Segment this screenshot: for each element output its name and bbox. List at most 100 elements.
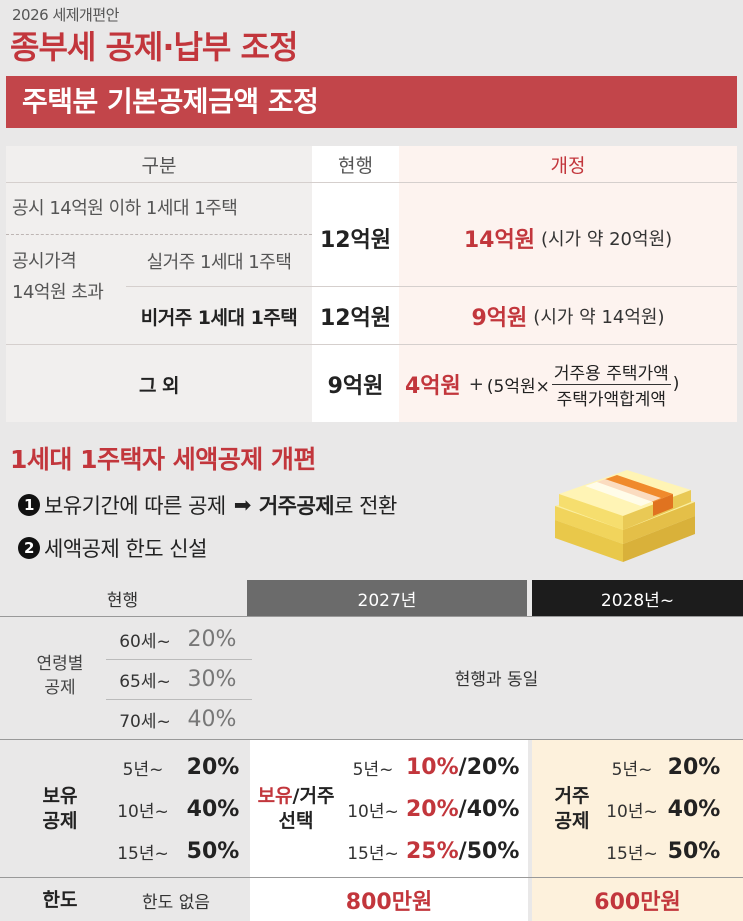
2027-row-1-rest: /20% bbox=[458, 754, 520, 780]
row1-revised: 14억원 (시가 약 20억원) bbox=[399, 190, 737, 286]
2027-row-1-red: 10% bbox=[406, 754, 459, 780]
divider bbox=[0, 877, 743, 878]
divider bbox=[126, 286, 737, 287]
2027-row-2-pct: 20%/40% bbox=[406, 790, 526, 828]
divider bbox=[106, 659, 252, 660]
limit-current: 한도 없음 bbox=[142, 892, 210, 913]
2028-row-1-pct: 20% bbox=[667, 754, 721, 780]
age-same-as-current: 현행과 동일 bbox=[454, 669, 539, 690]
fraction-numerator: 거주용 주택가액 bbox=[551, 359, 671, 385]
2027-row-3-pct: 25%/50% bbox=[406, 832, 526, 870]
limit-2028: 600만원 bbox=[594, 890, 681, 915]
formula-plus: + bbox=[468, 373, 484, 395]
section-bar-basic-deduction: 주택분 기본공제금액 조정 bbox=[6, 76, 737, 128]
2027-row-2-years: 10년~ bbox=[347, 801, 399, 822]
2028-row-2-years: 10년~ bbox=[606, 801, 658, 822]
basic-deduction-table: 구분 현행 개정 공시 14억원 이하 1세대 1주택 공시가격 14억원 초과… bbox=[6, 146, 737, 422]
age-row-1-pct: 20% bbox=[187, 626, 237, 652]
formula-prefix: (5억원× bbox=[486, 376, 550, 397]
2027-row-3-rest: /50% bbox=[458, 838, 520, 864]
2027-row-3-red: 25% bbox=[406, 838, 459, 864]
bullet-2: 2 세액공제 한도 신설 bbox=[18, 533, 207, 563]
row2a-label: 실거주 1세대 1주택 bbox=[146, 252, 292, 273]
limit-label: 한도 bbox=[42, 888, 78, 911]
row2b-current: 12억원 bbox=[319, 306, 392, 331]
row2-group-line1: 공시가격 bbox=[12, 251, 77, 273]
age-deduction-label: 연령별 공제 bbox=[20, 620, 100, 734]
row2-group-line2: 14억원 초과 bbox=[12, 282, 104, 303]
2027-label-line1: 보유/거주 bbox=[258, 784, 335, 809]
limit-2027: 800만원 bbox=[345, 890, 433, 915]
2027-label-slash: /거주 bbox=[292, 785, 335, 808]
divider bbox=[0, 739, 743, 740]
bullet1-text-c: 로 전환 bbox=[334, 494, 397, 518]
2027-row-2-red: 20% bbox=[406, 796, 459, 822]
fraction-denominator: 주택가액합계액 bbox=[556, 389, 667, 410]
2028-row-2-pct: 40% bbox=[667, 796, 721, 822]
age-label-line1: 연령별 bbox=[36, 654, 84, 675]
table1-header-current: 현행 bbox=[338, 154, 373, 177]
age-row-2-pct: 30% bbox=[187, 666, 237, 692]
bullet1-text-bold: 거주공제 bbox=[258, 494, 335, 518]
formula-fraction: 거주용 주택가액 주택가액합계액 bbox=[551, 359, 671, 410]
table1-left-bg bbox=[6, 146, 312, 422]
2028-row-1-years: 5년~ bbox=[611, 759, 653, 780]
2027-column-bg bbox=[250, 740, 528, 878]
holding-deduction-label: 보유 공제 bbox=[20, 744, 100, 874]
row1-revised-amount: 14억원 bbox=[463, 228, 535, 253]
holding-row-3-years: 15년~ bbox=[117, 843, 169, 864]
row2b-revised-amount: 9억원 bbox=[471, 306, 528, 331]
holding-row-2-pct: 40% bbox=[186, 796, 240, 822]
holding-label-line1: 보유 bbox=[42, 785, 78, 808]
row2b-label: 비거주 1세대 1주택 bbox=[140, 306, 298, 329]
2028-label-line1: 거주 bbox=[554, 785, 590, 808]
row1-current: 12억원 bbox=[319, 228, 392, 253]
2028-label-line2: 공제 bbox=[554, 810, 590, 832]
2028-residence-label: 거주 공제 bbox=[540, 744, 604, 874]
table2-header-2027: 2027년 bbox=[247, 580, 527, 616]
top-label: 2026 세제개편안 bbox=[12, 6, 119, 24]
divider bbox=[6, 344, 737, 345]
row1-label: 공시 14억원 이하 1세대 1주택 bbox=[12, 198, 238, 219]
table1-header-revised: 개정 bbox=[550, 154, 586, 177]
holding-row-2-years: 10년~ bbox=[117, 801, 169, 822]
holding-row-1-pct: 20% bbox=[186, 754, 240, 780]
table1-right-bg bbox=[399, 146, 737, 422]
2027-row-1-pct: 10%/20% bbox=[406, 748, 526, 786]
holding-row-1-years: 5년~ bbox=[122, 759, 164, 780]
row1-revised-note: (시가 약 20억원) bbox=[540, 229, 673, 250]
table1-header-category: 구분 bbox=[141, 154, 177, 177]
2028-column-bg bbox=[532, 740, 743, 921]
2027-limit-bg bbox=[250, 878, 528, 921]
table2-header-current: 현행 bbox=[0, 580, 245, 616]
2027-row-2-rest: /40% bbox=[458, 796, 520, 822]
number-circle-icon: 2 bbox=[18, 537, 40, 559]
number-circle-icon: 1 bbox=[18, 494, 40, 516]
row3-revised-formula: 4억원 + (5억원× 거주용 주택가액 주택가액합계액 ) bbox=[399, 350, 737, 418]
row3-revised-amount: 4억원 bbox=[405, 374, 461, 399]
row2b-revised-note: (시가 약 14억원) bbox=[533, 307, 665, 328]
table2-header-2028: 2028년~ bbox=[532, 580, 743, 616]
section2-title: 1세대 1주택자 세액공제 개편 bbox=[10, 445, 316, 474]
2027-choice-label: 보유/거주 선택 bbox=[252, 744, 340, 874]
divider bbox=[106, 699, 252, 700]
age-row-1-age: 60세~ bbox=[119, 631, 171, 652]
age-label-line2: 공제 bbox=[44, 678, 76, 698]
2028-row-3-pct: 50% bbox=[667, 838, 721, 864]
2027-label-red: 보유 bbox=[257, 785, 293, 808]
age-row-2-age: 65세~ bbox=[119, 671, 171, 692]
main-title: 종부세 공제·납부 조정 bbox=[10, 28, 298, 66]
holding-row-3-pct: 50% bbox=[186, 838, 240, 864]
holding-label-line2: 공제 bbox=[42, 810, 78, 832]
2027-row-3-years: 15년~ bbox=[347, 843, 399, 864]
table1-mid-bg bbox=[312, 146, 399, 422]
right-arrow-icon: ➡ bbox=[233, 493, 252, 517]
divider bbox=[0, 616, 743, 617]
money-stack-icon bbox=[555, 470, 695, 562]
row2b-revised: 9억원 (시가 약 14억원) bbox=[399, 294, 737, 338]
row2-group-label: 공시가격 14억원 초과 bbox=[6, 242, 126, 314]
bullet1-text-a: 보유기간에 따른 공제 bbox=[44, 494, 226, 518]
divider bbox=[6, 234, 312, 235]
2027-row-1-years: 5년~ bbox=[352, 759, 394, 780]
age-row-3-pct: 40% bbox=[187, 706, 237, 732]
